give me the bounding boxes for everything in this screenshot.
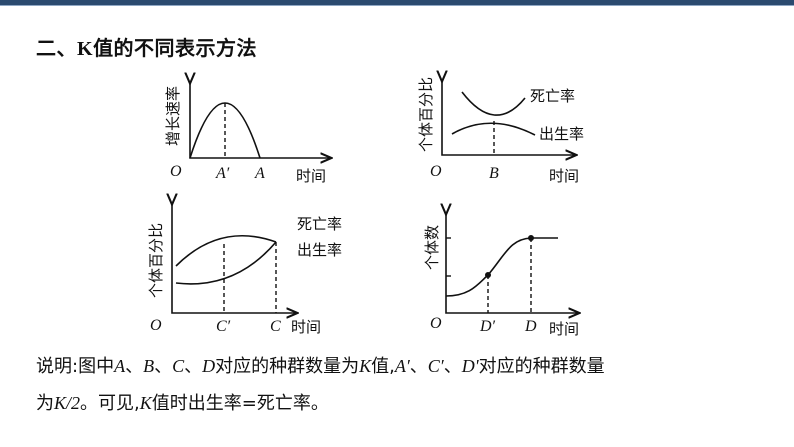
- caption-text: 值时出生率=死亡率。: [151, 393, 329, 414]
- tick-d-prime: D′: [479, 318, 496, 335]
- caption-var: C: [172, 356, 185, 376]
- s-curve: [445, 237, 558, 297]
- panel-rate-lens: 个体百分比 O C′ C 时间 死亡率 出生率: [147, 203, 342, 336]
- tick-d: D: [524, 318, 537, 335]
- xlabel-2: 时间: [549, 167, 579, 185]
- death-rate-curve: [461, 91, 526, 116]
- curve-label-death-2: 死亡率: [530, 87, 575, 105]
- caption-var: A′: [394, 356, 410, 376]
- ylabel-4: 个体数: [423, 225, 441, 270]
- xlabel-1: 时间: [296, 167, 326, 185]
- caption-line-1: 说明:图中A、B、C、D对应的种群数量为K值,A′、C′、D'对应的种群数量: [36, 348, 776, 385]
- axes-4: [446, 213, 578, 313]
- lower-curve: [175, 241, 277, 285]
- tick-b: B: [489, 165, 499, 182]
- heading-prefix: 二、: [36, 36, 77, 60]
- caption-line-2: 为K/2。可见,K值时出生率=死亡率。: [36, 385, 776, 422]
- caption-var: D': [461, 356, 479, 376]
- heading-k: K: [77, 38, 94, 60]
- ylabel-2: 个体百分比: [417, 77, 435, 152]
- tick-a: A: [254, 165, 265, 182]
- point-d: [528, 235, 534, 241]
- ylabel-1: 增长速率: [164, 86, 182, 146]
- caption-var: D: [202, 356, 216, 376]
- tick-a-prime: A′: [215, 165, 230, 182]
- caption-sep: 、: [125, 356, 144, 377]
- panel-rate-crossing: 个体百分比 O B 时间 死亡率 出生率: [417, 77, 584, 185]
- section-heading: 二、K值的不同表示方法: [36, 32, 257, 61]
- origin-4: O: [430, 315, 442, 332]
- slide-top-bar: [0, 0, 794, 12]
- caption-text: 对应的种群数量: [478, 356, 605, 377]
- tick-c-prime: C′: [216, 318, 231, 335]
- upper-curve: [175, 235, 277, 267]
- caption-var: C′: [427, 356, 444, 376]
- caption-sep: 、: [154, 356, 173, 377]
- caption-var: A: [114, 356, 126, 376]
- xlabel-3: 时间: [291, 318, 321, 336]
- tick-c: C: [270, 318, 281, 335]
- panel-s-curve: 个体数 O D′ D 时间: [423, 213, 579, 338]
- caption-var: K/2: [54, 393, 81, 413]
- axes-2: [442, 80, 575, 155]
- caption-text: 。可见,: [80, 393, 140, 414]
- curve-label-birth-3: 出生率: [297, 241, 342, 259]
- ylabel-3: 个体百分比: [147, 223, 165, 298]
- caption-var: K: [359, 356, 372, 376]
- origin-3: O: [150, 317, 162, 334]
- curve-label-death-3: 死亡率: [297, 215, 342, 233]
- curve-label-birth-2: 出生率: [539, 125, 584, 143]
- panel-growth-rate: 增长速率 O A′ A 时间: [164, 82, 330, 185]
- xlabel-4: 时间: [549, 320, 579, 338]
- axes-3: [172, 203, 296, 313]
- heading-rest: 值的不同表示方法: [93, 36, 258, 60]
- axes-1: [190, 82, 330, 158]
- caption-var: B: [143, 356, 155, 376]
- origin-2: O: [430, 163, 442, 180]
- origin-1: O: [170, 163, 182, 180]
- caption-text: 对应的种群数量为: [215, 356, 360, 377]
- explanation-text: 说明:图中A、B、C、D对应的种群数量为K值,A′、C′、D'对应的种群数量 为…: [36, 348, 776, 422]
- caption-sep: 、: [443, 356, 462, 377]
- birth-rate-curve: [451, 122, 536, 136]
- caption-text: 值,: [371, 356, 395, 377]
- caption-sep: 、: [184, 356, 203, 377]
- caption-text: 说明:图中: [36, 356, 115, 377]
- caption-text: 为: [36, 393, 54, 414]
- caption-var: K: [139, 393, 152, 413]
- caption-sep: 、: [409, 356, 428, 377]
- point-d-prime: [485, 272, 491, 278]
